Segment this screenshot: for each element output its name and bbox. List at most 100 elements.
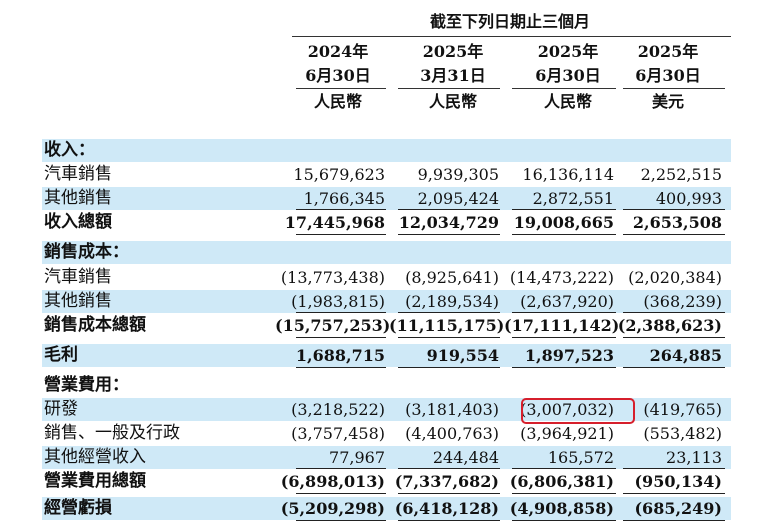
cell-value: 19,008,665 <box>513 213 614 232</box>
cell-value: (4,400,763) <box>405 424 499 443</box>
cell-value <box>504 241 614 264</box>
cell-value: (2,388,623) <box>617 316 722 335</box>
cell-value: 23,113 <box>666 448 722 467</box>
cell-value: 919,554 <box>426 346 499 365</box>
cell-value: (7,337,682) <box>394 472 499 491</box>
cell-value <box>275 139 385 162</box>
cell-value <box>389 241 499 264</box>
cell-value: (11,115,175) <box>389 316 505 335</box>
cell-value: (17,111,142) <box>504 316 620 335</box>
total-rule <box>512 337 616 338</box>
total-rule <box>296 493 386 494</box>
column-header-underline <box>296 88 386 89</box>
row-label: 收入： <box>44 140 95 160</box>
column-header-currency: 人民幣 <box>428 92 477 111</box>
subtotal-rule <box>623 312 725 313</box>
total-rule <box>398 234 500 235</box>
total-rule <box>296 234 386 235</box>
table-row: 其他經營收入 77,967 244,484 165,572 23,113 <box>42 446 731 469</box>
cell-value: 15,679,623 <box>293 165 385 184</box>
cell-value: (5,209,298) <box>280 499 385 518</box>
row-label: 營業費用： <box>44 375 129 395</box>
table-row: 其他銷售 (1,983,815) (2,189,534) (2,637,920) (36… <box>42 290 731 313</box>
cell-value <box>612 241 722 264</box>
cell-value: 9,939,305 <box>417 165 499 184</box>
cell-value <box>504 139 614 162</box>
column-header-date: 3月31日 <box>420 66 486 85</box>
row-label: 銷售成本： <box>44 242 129 262</box>
total-rule <box>623 493 725 494</box>
cell-value: 12,034,729 <box>398 213 499 232</box>
total-rule <box>398 493 500 494</box>
highlight-box <box>521 398 635 424</box>
cell-value: 1,688,715 <box>295 346 385 365</box>
subtotal-rule <box>296 312 386 313</box>
cell-value: (13,773,438) <box>280 268 385 287</box>
cell-value: 16,136,114 <box>522 165 614 184</box>
cell-value: (368,239) <box>643 292 722 311</box>
cell-value <box>389 139 499 162</box>
cell-value: (3,181,403) <box>405 400 499 419</box>
row-label: 研發 <box>44 399 78 419</box>
cell-value: (950,134) <box>634 472 722 491</box>
subtotal-rule <box>398 468 500 469</box>
subtotal-rule <box>512 468 616 469</box>
column-header-underline <box>398 88 500 89</box>
subtotal-rule <box>623 468 725 469</box>
column-header-year: 2024年 <box>307 42 369 61</box>
cell-value: 400,993 <box>655 189 722 208</box>
cell-value: (6,806,381) <box>509 472 614 491</box>
cell-value: (3,757,458) <box>291 424 385 443</box>
cell-value: (8,925,641) <box>405 268 499 287</box>
final-rule <box>398 520 500 521</box>
cell-value: (6,418,128) <box>394 499 499 518</box>
total-rule <box>512 234 616 235</box>
cell-value: 244,484 <box>432 448 499 467</box>
cell-value <box>389 374 499 397</box>
row-label: 汽車銷售 <box>44 164 112 184</box>
table-row: 收入總額 17,445,968 12,034,729 19,008,665 2,653,… <box>42 211 731 234</box>
final-rule <box>296 520 386 521</box>
table-row: 研發 (3,218,522) (3,181,403) (3,007,032) (419,… <box>42 398 731 421</box>
table-row: 經營虧損 (5,209,298) (6,418,128) (4,908,858) (68… <box>42 497 731 520</box>
cell-value: (685,249) <box>634 499 722 518</box>
cell-value: (419,765) <box>643 400 722 419</box>
column-header-currency: 人民幣 <box>313 92 362 111</box>
cell-value: 2,653,508 <box>632 213 722 232</box>
cell-value: (3,964,921) <box>520 424 614 443</box>
cell-value: 2,252,515 <box>640 165 722 184</box>
cell-value <box>275 374 385 397</box>
cell-value: (3,218,522) <box>291 400 385 419</box>
cell-value: 2,095,424 <box>417 189 499 208</box>
column-header-currency: 美元 <box>651 92 684 111</box>
subtotal-rule <box>398 312 500 313</box>
cell-value: 77,967 <box>329 448 385 467</box>
table-row: 收入： <box>42 139 731 162</box>
column-header-year: 2025年 <box>637 42 699 61</box>
table-row: 銷售、一般及行政 (3,757,458) (4,400,763) (3,964,921… <box>42 422 731 445</box>
row-label: 其他銷售 <box>44 291 112 311</box>
table-row: 其他銷售 1,766,345 2,095,424 2,872,551 400,993 <box>42 187 731 210</box>
row-label: 銷售、一般及行政 <box>44 423 180 443</box>
table-row: 營業費用總額 (6,898,013) (7,337,682) (6,806,381) (… <box>42 470 731 493</box>
total-rule <box>512 493 616 494</box>
total-rule <box>398 337 500 338</box>
cell-value <box>275 241 385 264</box>
cell-value <box>612 374 722 397</box>
row-label: 收入總額 <box>44 212 112 232</box>
period-title-underline <box>292 36 731 37</box>
subtotal-rule <box>296 468 386 469</box>
cell-value: 1,897,523 <box>524 346 614 365</box>
cell-value: 2,872,551 <box>532 189 614 208</box>
gross-profit-rule <box>623 367 725 368</box>
cell-value: (14,473,222) <box>509 268 614 287</box>
cell-value <box>612 139 722 162</box>
cell-value: 165,572 <box>547 448 614 467</box>
table-row: 營業費用： <box>42 374 731 397</box>
cell-value: (2,020,384) <box>628 268 722 287</box>
column-header-underline <box>623 88 725 89</box>
table-row: 銷售成本總額 (15,757,253) (11,115,175) (17,111,14… <box>42 314 731 337</box>
column-header-date: 6月30日 <box>535 66 601 85</box>
row-label: 營業費用總額 <box>44 471 146 491</box>
column-header-underline <box>512 88 616 89</box>
